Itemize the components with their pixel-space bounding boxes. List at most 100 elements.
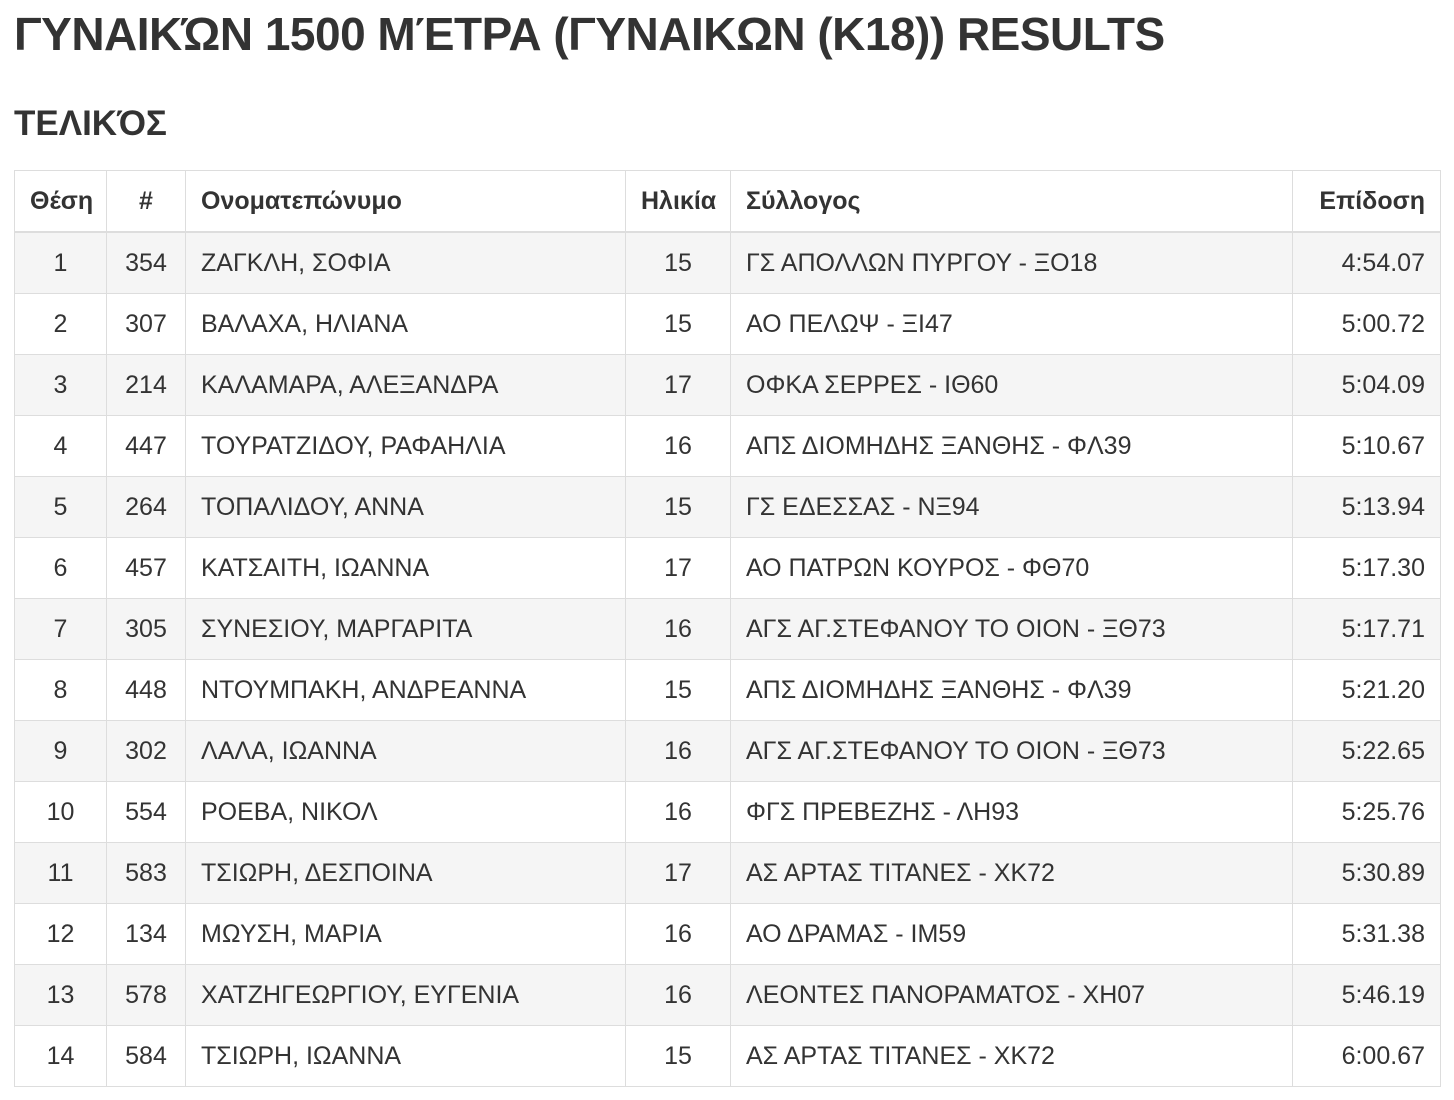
cell-age: 16 <box>625 598 731 660</box>
header-club: Σύλλογος <box>730 170 1293 233</box>
cell-performance: 5:17.71 <box>1292 598 1441 660</box>
cell-name: ΚΑΤΣΑΙΤΗ, ΙΩΑΝΝΑ <box>185 537 626 599</box>
cell-name: ΛΑΛΑ, ΙΩΑΝΝΑ <box>185 720 626 782</box>
cell-bib: 214 <box>106 354 186 416</box>
cell-bib: 302 <box>106 720 186 782</box>
cell-name: ΤΟΥΡΑΤΖΙΔΟΥ, ΡΑΦΑΗΛΙΑ <box>185 415 626 477</box>
cell-bib: 583 <box>106 842 186 904</box>
cell-bib: 307 <box>106 293 186 355</box>
cell-name: ΤΟΠΑΛΙΔΟΥ, ΑΝΝΑ <box>185 476 626 538</box>
table-row: 13 578 ΧΑΤΖΗΓΕΩΡΓΙΟΥ, ΕΥΓΕΝΙΑ 16 ΛΕΟΝΤΕΣ ΠΑΝ… <box>14 964 1441 1026</box>
header-position: Θέση <box>14 170 107 233</box>
results-table: Θέση # Ονοματεπώνυμο Ηλικία Σύλλογος Επί… <box>14 170 1441 1087</box>
round-heading: ΤΕΛΙΚΌΣ <box>14 104 167 143</box>
cell-club: ΑΟ ΔΡΑΜΑΣ - ΙΜ59 <box>730 903 1293 965</box>
cell-age: 16 <box>625 964 731 1026</box>
cell-age: 15 <box>625 476 731 538</box>
cell-performance: 5:04.09 <box>1292 354 1441 416</box>
cell-position: 12 <box>14 903 107 965</box>
cell-club: ΛΕΟΝΤΕΣ ΠΑΝΟΡΑΜΑΤΟΣ - ΧΗ07 <box>730 964 1293 1026</box>
cell-name: ΖΑΓΚΛΗ, ΣΟΦΙΑ <box>185 231 626 294</box>
cell-position: 8 <box>14 659 107 721</box>
cell-bib: 447 <box>106 415 186 477</box>
cell-performance: 6:00.67 <box>1292 1025 1441 1087</box>
table-row: 14 584 ΤΣΙΩΡΗ, ΙΩΑΝΝΑ 15 ΑΣ ΑΡΤΑΣ ΤΙΤΑΝΕΣ - … <box>14 1025 1441 1087</box>
cell-name: ΜΩΥΣΗ, ΜΑΡΙΑ <box>185 903 626 965</box>
table-body: 1 354 ΖΑΓΚΛΗ, ΣΟΦΙΑ 15 ΓΣ ΑΠΟΛΛΩΝ ΠΥΡΓΟΥ - Ξ… <box>14 231 1441 1087</box>
cell-performance: 5:31.38 <box>1292 903 1441 965</box>
cell-age: 15 <box>625 231 731 294</box>
table-row: 7 305 ΣΥΝΕΣΙΟΥ, ΜΑΡΓΑΡΙΤΑ 16 ΑΓΣ ΑΓ.ΣΤΕΦΑΝΟΥ… <box>14 598 1441 660</box>
cell-position: 2 <box>14 293 107 355</box>
cell-position: 10 <box>14 781 107 843</box>
cell-name: ΣΥΝΕΣΙΟΥ, ΜΑΡΓΑΡΙΤΑ <box>185 598 626 660</box>
cell-position: 11 <box>14 842 107 904</box>
cell-name: ΒΑΛΑΧΑ, ΗΛΙΑΝΑ <box>185 293 626 355</box>
cell-position: 6 <box>14 537 107 599</box>
cell-position: 1 <box>14 231 107 294</box>
table-row: 3 214 ΚΑΛΑΜΑΡΑ, ΑΛΕΞΑΝΔΡΑ 17 ΟΦΚΑ ΣΕΡΡΕΣ - Ι… <box>14 354 1441 416</box>
cell-name: ΤΣΙΩΡΗ, ΔΕΣΠΟΙΝΑ <box>185 842 626 904</box>
header-bib: # <box>106 170 186 233</box>
cell-club: ΑΣ ΑΡΤΑΣ ΤΙΤΑΝΕΣ - ΧΚ72 <box>730 1025 1293 1087</box>
cell-name: ΤΣΙΩΡΗ, ΙΩΑΝΝΑ <box>185 1025 626 1087</box>
cell-age: 15 <box>625 293 731 355</box>
cell-club: ΑΓΣ ΑΓ.ΣΤΕΦΑΝΟΥ ΤΟ ΟΙΟΝ - ΞΘ73 <box>730 720 1293 782</box>
cell-club: ΑΟ ΠΑΤΡΩΝ ΚΟΥΡΟΣ - ΦΘ70 <box>730 537 1293 599</box>
cell-position: 9 <box>14 720 107 782</box>
header-age: Ηλικία <box>625 170 731 233</box>
table-row: 6 457 ΚΑΤΣΑΙΤΗ, ΙΩΑΝΝΑ 17 ΑΟ ΠΑΤΡΩΝ ΚΟΥΡΟΣ -… <box>14 537 1441 599</box>
cell-club: ΑΟ ΠΕΛΩΨ - ΞΙ47 <box>730 293 1293 355</box>
header-name: Ονοματεπώνυμο <box>185 170 626 233</box>
table-header-row: Θέση # Ονοματεπώνυμο Ηλικία Σύλλογος Επί… <box>14 170 1441 233</box>
header-performance: Επίδοση <box>1292 170 1441 233</box>
cell-performance: 5:22.65 <box>1292 720 1441 782</box>
cell-age: 16 <box>625 720 731 782</box>
cell-age: 16 <box>625 415 731 477</box>
cell-bib: 578 <box>106 964 186 1026</box>
cell-bib: 305 <box>106 598 186 660</box>
cell-bib: 354 <box>106 231 186 294</box>
cell-position: 14 <box>14 1025 107 1087</box>
table-row: 10 554 ΡΟΕΒΑ, ΝΙΚΟΛ 16 ΦΓΣ ΠΡΕΒΕΖΗΣ - ΛΗ93 5:… <box>14 781 1441 843</box>
cell-performance: 5:46.19 <box>1292 964 1441 1026</box>
cell-age: 17 <box>625 537 731 599</box>
cell-performance: 5:10.67 <box>1292 415 1441 477</box>
cell-position: 13 <box>14 964 107 1026</box>
cell-performance: 5:25.76 <box>1292 781 1441 843</box>
table-row: 4 447 ΤΟΥΡΑΤΖΙΔΟΥ, ΡΑΦΑΗΛΙΑ 16 ΑΠΣ ΔΙΟΜΗΔΗΣ … <box>14 415 1441 477</box>
results-page: ΓΥΝΑΙΚΏΝ 1500 ΜΈΤΡΑ (ΓΥΝΑΙΚΩΝ (Κ18)) RES… <box>0 6 1454 1087</box>
cell-club: ΟΦΚΑ ΣΕΡΡΕΣ - ΙΘ60 <box>730 354 1293 416</box>
cell-bib: 554 <box>106 781 186 843</box>
cell-performance: 5:00.72 <box>1292 293 1441 355</box>
table-row: 1 354 ΖΑΓΚΛΗ, ΣΟΦΙΑ 15 ΓΣ ΑΠΟΛΛΩΝ ΠΥΡΓΟΥ - Ξ… <box>14 231 1441 294</box>
table-row: 8 448 ΝΤΟΥΜΠΑΚΗ, ΑΝΔΡΕΑΝΝΑ 15 ΑΠΣ ΔΙΟΜΗΔΗΣ Ξ… <box>14 659 1441 721</box>
cell-performance: 4:54.07 <box>1292 231 1441 294</box>
table-row: 9 302 ΛΑΛΑ, ΙΩΑΝΝΑ 16 ΑΓΣ ΑΓ.ΣΤΕΦΑΝΟΥ ΤΟ ΟΙΟ… <box>14 720 1441 782</box>
cell-position: 3 <box>14 354 107 416</box>
cell-age: 15 <box>625 1025 731 1087</box>
table-row: 5 264 ΤΟΠΑΛΙΔΟΥ, ΑΝΝΑ 15 ΓΣ ΕΔΕΣΣΑΣ - ΝΞ94 5:… <box>14 476 1441 538</box>
cell-performance: 5:21.20 <box>1292 659 1441 721</box>
cell-club: ΦΓΣ ΠΡΕΒΕΖΗΣ - ΛΗ93 <box>730 781 1293 843</box>
cell-club: ΑΣ ΑΡΤΑΣ ΤΙΤΑΝΕΣ - ΧΚ72 <box>730 842 1293 904</box>
cell-position: 7 <box>14 598 107 660</box>
cell-age: 16 <box>625 781 731 843</box>
page-title: ΓΥΝΑΙΚΏΝ 1500 ΜΈΤΡΑ (ΓΥΝΑΙΚΩΝ (Κ18)) RES… <box>14 8 1165 60</box>
cell-name: ΡΟΕΒΑ, ΝΙΚΟΛ <box>185 781 626 843</box>
table-row: 2 307 ΒΑΛΑΧΑ, ΗΛΙΑΝΑ 15 ΑΟ ΠΕΛΩΨ - ΞΙ47 5:00.… <box>14 293 1441 355</box>
cell-name: ΧΑΤΖΗΓΕΩΡΓΙΟΥ, ΕΥΓΕΝΙΑ <box>185 964 626 1026</box>
cell-bib: 584 <box>106 1025 186 1087</box>
cell-bib: 134 <box>106 903 186 965</box>
cell-bib: 448 <box>106 659 186 721</box>
cell-club: ΑΠΣ ΔΙΟΜΗΔΗΣ ΞΑΝΘΗΣ - ΦΛ39 <box>730 659 1293 721</box>
cell-club: ΓΣ ΑΠΟΛΛΩΝ ΠΥΡΓΟΥ - ΞΟ18 <box>730 231 1293 294</box>
cell-name: ΝΤΟΥΜΠΑΚΗ, ΑΝΔΡΕΑΝΝΑ <box>185 659 626 721</box>
cell-age: 17 <box>625 354 731 416</box>
cell-club: ΑΓΣ ΑΓ.ΣΤΕΦΑΝΟΥ ΤΟ ΟΙΟΝ - ΞΘ73 <box>730 598 1293 660</box>
cell-position: 5 <box>14 476 107 538</box>
cell-age: 16 <box>625 903 731 965</box>
table-row: 11 583 ΤΣΙΩΡΗ, ΔΕΣΠΟΙΝΑ 17 ΑΣ ΑΡΤΑΣ ΤΙΤΑΝΕΣ … <box>14 842 1441 904</box>
cell-position: 4 <box>14 415 107 477</box>
cell-age: 17 <box>625 842 731 904</box>
